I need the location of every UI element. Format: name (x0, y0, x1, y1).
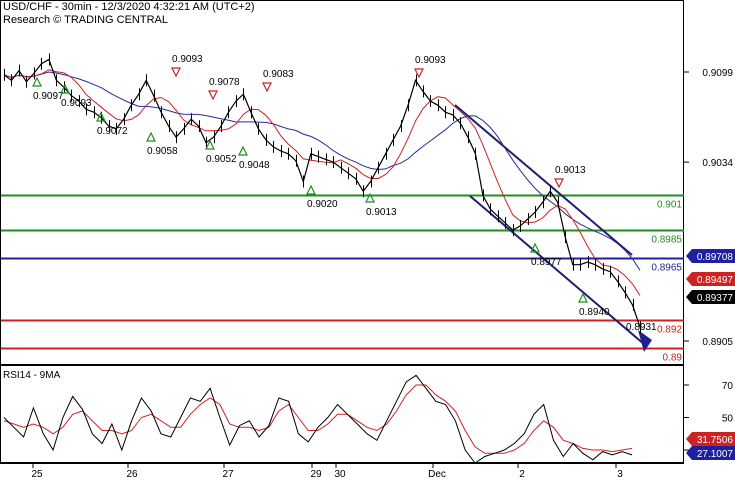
time-axis-label: 3 (617, 469, 623, 480)
level-label: 0.901 (657, 200, 682, 211)
price-panel-frame (0, 0, 684, 365)
pivot-low-marker-icon (365, 192, 375, 203)
pivot-high-marker-icon (171, 67, 181, 78)
ma-fast-line (3, 69, 641, 296)
time-axis-label: 25 (31, 469, 43, 480)
pivot-low-label: 0.9058 (147, 146, 178, 157)
pivot-low-marker-icon (32, 76, 42, 87)
pivot-low-label: 0.9013 (366, 207, 397, 218)
time-axis-label: Dec (428, 469, 446, 480)
pivot-high-label: 0.9093 (172, 54, 203, 65)
level-label: 0.89 (663, 353, 683, 364)
pivot-low-marker-icon (146, 131, 156, 142)
time-axis-label: 30 (334, 469, 346, 480)
pivot-low-label: 0.9020 (307, 199, 338, 210)
price-badge-label: 0.89497 (697, 275, 734, 286)
pivot-low-label: 0.8977 (531, 257, 562, 268)
rsi-badge-label: 31.7506 (697, 435, 734, 446)
pivot-low-marker-icon (60, 83, 70, 94)
pivot-high-label: 0.9078 (209, 77, 240, 88)
pivot-low-label: 0.9072 (97, 126, 128, 137)
price-badge-label: 0.89708 (697, 252, 734, 263)
pivot-low-marker-icon (205, 139, 215, 150)
pivot-low-marker-icon (96, 111, 106, 122)
rsi-title: RSI14 - 9MA (3, 370, 61, 381)
rsi-badge-label: 27.1007 (697, 449, 734, 460)
price-badge (686, 290, 735, 304)
rsi-line (3, 374, 633, 464)
rsi-axis-label: 50 (722, 414, 734, 425)
chart-subtitle: Research © TRADING CENTRAL (3, 14, 168, 26)
price-badge (686, 272, 735, 286)
pivot-high-label: 0.9013 (555, 165, 586, 176)
level-label: 0.892 (657, 325, 682, 336)
pivot-low-marker-icon (578, 292, 588, 303)
pivot-low-label: 0.9052 (206, 154, 237, 165)
price-badge (686, 249, 735, 263)
last-value-label: 0.8931 (626, 322, 657, 333)
pivot-low-label: 0.9097 (33, 91, 64, 102)
pivot-high-label: 0.9083 (263, 69, 294, 80)
price-axis-label: 0.8905 (702, 337, 733, 348)
forecast-arrow-icon (638, 330, 652, 352)
pivot-low-marker-icon (238, 145, 248, 156)
price-axis-label: 0.9034 (702, 158, 733, 169)
rsi-badge (686, 432, 735, 446)
pivot-high-marker-icon (208, 90, 218, 101)
price-axis-label: 0.9099 (702, 68, 733, 79)
pivot-high-label: 0.9093 (415, 55, 446, 66)
rsi-panel-frame (0, 365, 684, 463)
chart-title: USD/CHF - 30min - 12/3/2020 4:32:21 AM (… (3, 1, 255, 13)
pivot-high-marker-icon (262, 82, 272, 93)
pivot-low-label: 0.9093 (61, 98, 92, 109)
time-axis-label: 26 (126, 469, 138, 480)
rsi-badge (686, 446, 735, 460)
pivot-low-label: 0.8940 (579, 307, 610, 318)
time-axis-label: 27 (222, 469, 234, 480)
price-line (3, 58, 641, 328)
channel-upper-line (454, 104, 633, 256)
pivot-low-marker-icon (306, 184, 316, 195)
pivot-high-marker-icon (554, 178, 564, 189)
pivot-high-marker-icon (414, 68, 424, 79)
channel-lower-line (469, 195, 646, 346)
price-badge-label: 0.89377 (697, 293, 734, 304)
level-label: 0.8965 (651, 263, 682, 274)
ma-slow-line (3, 71, 641, 271)
pivot-low-label: 0.9048 (239, 160, 270, 171)
rsi-ma-line (3, 384, 633, 454)
rsi-axis-label: 70 (722, 381, 734, 392)
pivot-low-marker-icon (530, 242, 540, 253)
time-axis-label: 29 (310, 469, 322, 480)
level-label: 0.8985 (651, 235, 682, 246)
time-axis-label: 2 (519, 469, 525, 480)
